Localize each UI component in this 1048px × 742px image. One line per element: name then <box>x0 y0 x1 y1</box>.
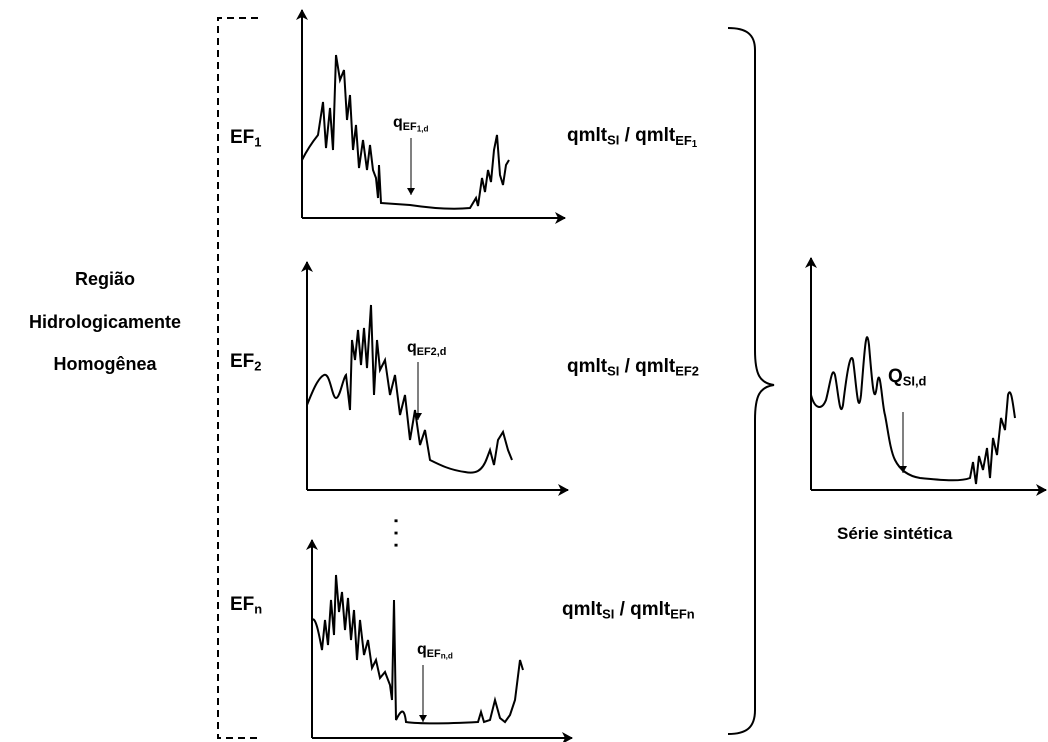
ratio-label-efn: qmltSI / qmltEFn <box>562 599 695 622</box>
arrow-label-efn: qEFn,d <box>417 641 453 661</box>
chart-ef1 <box>296 9 566 224</box>
station-label-ef2: EF2 <box>230 351 262 374</box>
station-label-efn: EFn <box>230 594 263 617</box>
station-label-ef1: EF1 <box>230 127 262 150</box>
ratio-label-ef1: qmltSI / qmltEF1 <box>567 125 698 150</box>
chart-synthetic <box>805 257 1047 496</box>
arrow-label-ef2: qEF2,d <box>407 339 447 359</box>
chart-ef2 <box>301 261 569 496</box>
synthetic-caption: Série sintética <box>837 524 953 543</box>
ratio-label-ef2: qmltSI / qmltEF2 <box>567 356 699 379</box>
series-ef2-line <box>306 304 513 474</box>
chart-efn <box>306 539 573 742</box>
ellipsis-dots: · · · <box>384 518 406 550</box>
region-label-line2: Hidrologicamente <box>28 312 182 332</box>
arrow-label-ef1: qEF1,d <box>393 114 429 134</box>
right-brace <box>727 27 775 735</box>
series-ef1-line <box>301 54 510 210</box>
series-efn-line <box>311 574 524 725</box>
region-label-line1: Região <box>74 269 135 289</box>
region-bracket <box>217 17 258 739</box>
arrow-label-synthetic: QSI,d <box>888 366 927 389</box>
series-synthetic-line <box>810 336 1016 485</box>
region-label-line3: Homogênea <box>53 354 157 374</box>
